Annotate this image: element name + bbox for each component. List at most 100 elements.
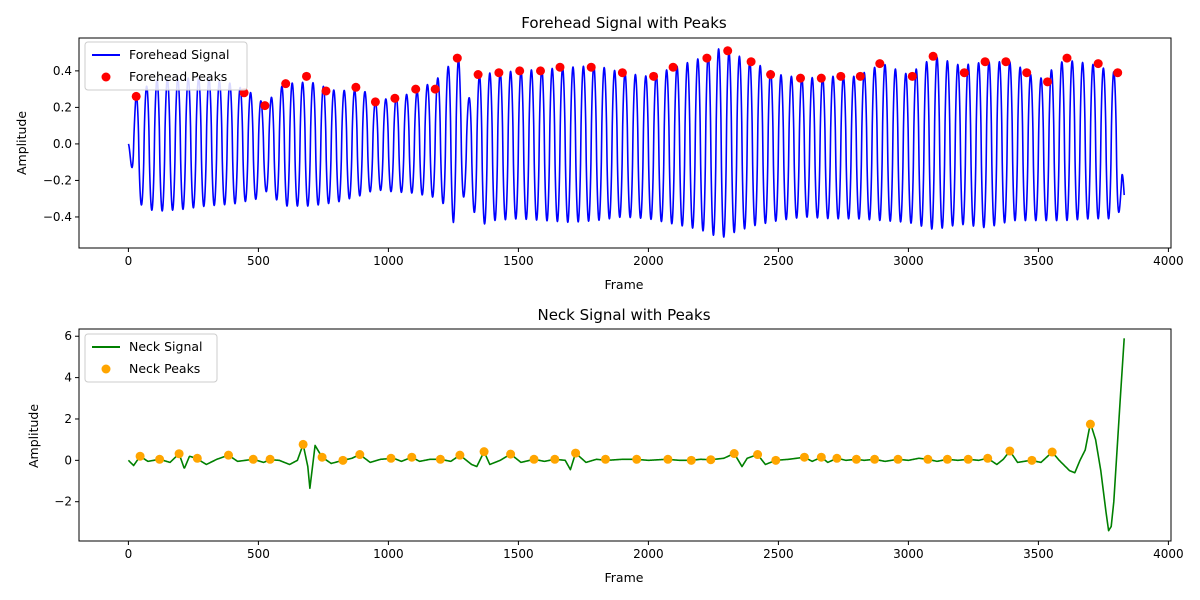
neck-peak-point [799, 452, 809, 462]
neck-x-tick-label: 3000 [893, 547, 924, 561]
forehead-peak-point [1113, 68, 1123, 78]
forehead-x-tick-label: 1000 [373, 254, 404, 268]
forehead-peak-point [1043, 77, 1052, 87]
forehead-peak-point [766, 70, 776, 80]
neck-peak-point [923, 454, 933, 464]
neck-peak-point [529, 454, 539, 464]
neck-peak-point [407, 452, 417, 462]
forehead-signal-line [127, 48, 1125, 238]
forehead-y-tick-label: 0.2 [53, 100, 72, 114]
neck-x-axis-label: Frame [605, 570, 644, 585]
neck-x-tick-label: 3500 [1023, 547, 1054, 561]
forehead-x-tick-label: 0 [125, 254, 133, 268]
neck-peak-point [135, 451, 145, 461]
forehead-peak-point [746, 57, 756, 67]
neck-peak-point [386, 453, 396, 463]
forehead-peak-point [723, 46, 733, 56]
forehead-peak-point [1022, 68, 1032, 78]
forehead-axes-frame [78, 37, 1172, 249]
forehead-chart-title: Forehead Signal with Peaks [521, 14, 727, 32]
forehead-peak-point [430, 84, 440, 94]
neck-peak-point [832, 453, 842, 463]
neck-y-axis: −2 0 2 4 6 [54, 329, 79, 509]
neck-y-axis-label: Amplitude [26, 404, 41, 468]
forehead-peak-point [668, 62, 678, 72]
forehead-x-tick-label: 4000 [1153, 254, 1184, 268]
forehead-peak-point [928, 51, 938, 61]
forehead-peak-point [302, 71, 311, 81]
neck-peak-point [338, 455, 348, 465]
neck-peak-point [686, 455, 696, 465]
forehead-peak-point [370, 97, 380, 107]
forehead-x-axis-label: Frame [605, 277, 644, 292]
neck-peak-point [192, 453, 202, 463]
forehead-x-tick-label: 3000 [893, 254, 924, 268]
neck-x-tick-label: 500 [247, 547, 270, 561]
neck-peak-point [893, 454, 903, 464]
forehead-peak-point [260, 101, 270, 111]
forehead-peak-point [1062, 53, 1072, 63]
neck-peak-point [771, 455, 781, 465]
forehead-peak-point [131, 91, 141, 101]
forehead-peak-point [321, 86, 331, 96]
neck-peak-point [983, 453, 993, 463]
neck-peak-point [155, 454, 165, 464]
neck-peak-point [174, 449, 184, 459]
neck-peak-point [729, 449, 739, 459]
forehead-peak-point [473, 70, 483, 80]
forehead-y-axis-label: Amplitude [14, 111, 29, 175]
forehead-peak-point [816, 73, 826, 83]
forehead-legend-box [84, 41, 248, 91]
forehead-x-tick-label: 3500 [1023, 254, 1054, 268]
forehead-x-axis: 0 500 1000 1500 2000 2500 3000 3500 4000 [125, 248, 1184, 268]
forehead-peak-point [494, 68, 504, 78]
neck-y-tick-label: 6 [64, 329, 72, 343]
neck-peak-point [298, 439, 308, 449]
forehead-x-tick-label: 2500 [763, 254, 794, 268]
neck-legend: Neck Signal Neck Peaks [84, 333, 218, 383]
forehead-y-tick-label: −0.4 [43, 210, 72, 224]
neck-peak-point [963, 454, 973, 464]
neck-peak-point [435, 454, 445, 464]
forehead-peak-point [875, 59, 885, 69]
neck-peak-point [601, 454, 610, 464]
neck-peak-point [248, 454, 258, 464]
neck-x-axis: 0 500 1000 1500 2000 2500 3000 3500 4000 [125, 541, 1184, 561]
neck-peak-point [753, 450, 763, 460]
forehead-legend-peaks-label: Forehead Peaks [129, 69, 227, 84]
neck-peak-point [816, 452, 826, 462]
forehead-peak-point [980, 57, 990, 67]
forehead-chart: Forehead Signal with Peaks 0 500 1000 1500 2… [14, 14, 1184, 292]
forehead-peak-point [536, 66, 545, 76]
neck-peak-point [571, 448, 581, 458]
forehead-peak-point [855, 71, 865, 81]
forehead-peak-point [1093, 59, 1103, 69]
neck-peak-point [550, 454, 560, 464]
forehead-peak-point [390, 93, 400, 103]
neck-x-tick-label: 4000 [1153, 547, 1184, 561]
neck-x-tick-label: 2500 [763, 547, 794, 561]
neck-legend-peak-swatch [101, 364, 111, 374]
forehead-peak-point [959, 68, 969, 78]
neck-peak-point [1027, 455, 1037, 465]
neck-peak-point [706, 455, 716, 465]
forehead-peak-point [555, 62, 565, 72]
neck-peak-point [870, 454, 880, 464]
neck-peak-point [663, 454, 673, 464]
neck-x-tick-label: 1500 [503, 547, 534, 561]
neck-peak-point [1085, 419, 1095, 429]
neck-peak-point [506, 449, 516, 459]
neck-peak-point [632, 454, 642, 464]
neck-peak-point [1047, 447, 1057, 457]
neck-peak-point [942, 454, 952, 464]
neck-legend-signal-label: Neck Signal [129, 339, 203, 354]
neck-peak-point [224, 450, 233, 460]
neck-peak-point [265, 454, 275, 464]
neck-peak-point [1005, 446, 1015, 456]
forehead-peak-point [239, 88, 249, 98]
forehead-plot-area [127, 46, 1125, 238]
neck-chart-title: Neck Signal with Peaks [537, 306, 710, 324]
forehead-peak-point [649, 71, 659, 81]
neck-chart: Neck Signal with Peaks 0 500 1000 1500 2000 2… [26, 306, 1184, 585]
